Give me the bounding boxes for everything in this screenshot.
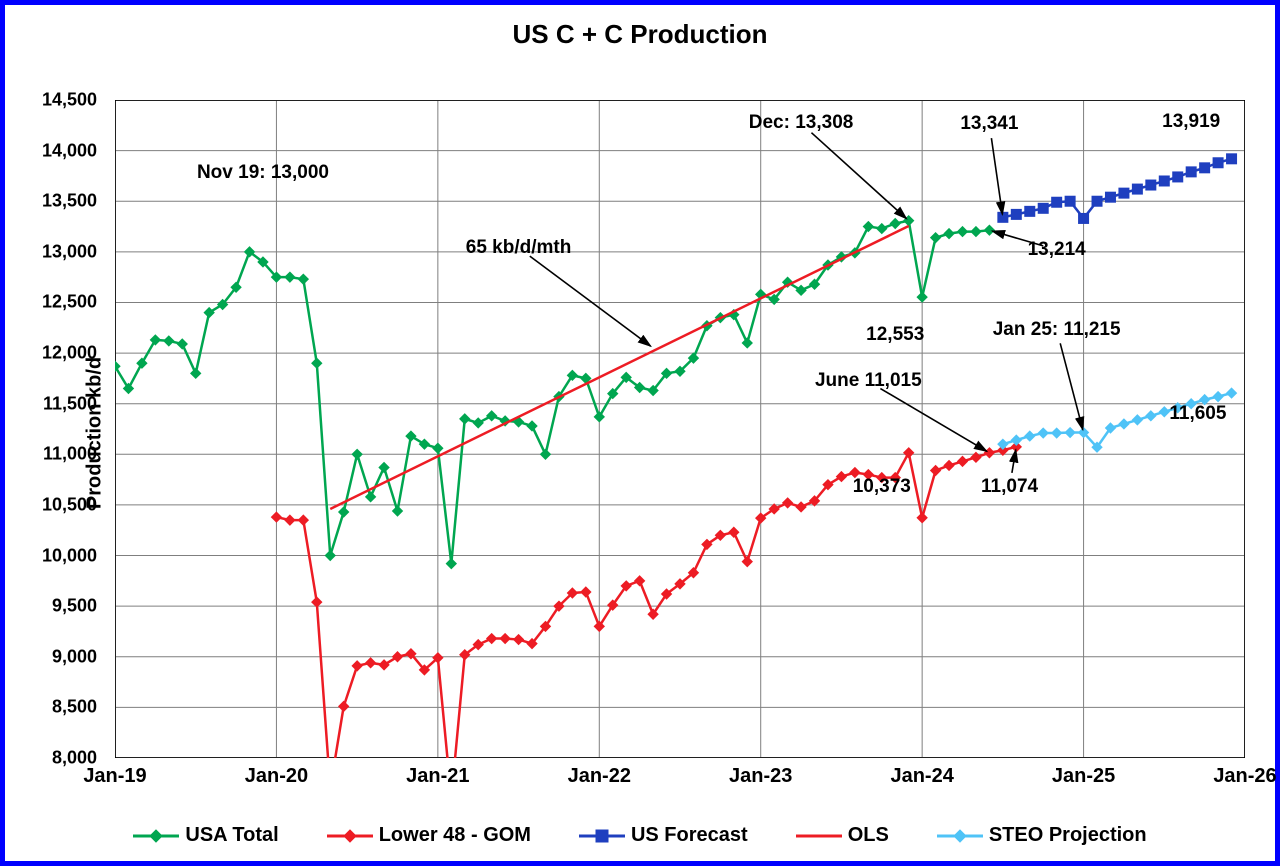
x-tick-label: Jan-25 [1052, 765, 1115, 788]
x-tick-label: Jan-20 [245, 765, 308, 788]
y-tick-label: 11,000 [43, 444, 97, 465]
y-tick-label: 14,000 [42, 140, 97, 161]
legend-item: USA Total [133, 824, 278, 847]
legend-item: STEO Projection [937, 824, 1147, 847]
x-tick-label: Jan-22 [568, 765, 631, 788]
x-tick-label: Jan-26 [1213, 765, 1276, 788]
y-tick-label: 8,500 [52, 697, 97, 718]
annotation-label: Dec: 13,308 [749, 112, 854, 134]
annotation-label: 13,919 [1162, 111, 1220, 133]
annotation-label: Jan 25: 11,215 [993, 319, 1121, 341]
y-axis-label: Production kb/d [84, 357, 107, 509]
x-tick-label: Jan-24 [890, 765, 953, 788]
y-tick-label: 13,500 [42, 191, 97, 212]
plot-svg [115, 100, 1245, 758]
legend-swatch [327, 827, 373, 845]
annotation-label: June 11,015 [815, 370, 922, 392]
chart-frame: US C + C Production Production kb/d 8,00… [0, 0, 1280, 866]
y-tick-label: 12,500 [42, 292, 97, 313]
legend-item: OLS [796, 824, 889, 847]
annotation-label: 11,605 [1169, 403, 1226, 425]
legend: USA Total Lower 48 - GOM US Forecast OLS STE… [5, 824, 1275, 847]
chart-title: US C + C Production [5, 19, 1275, 50]
annotation-label: 10,373 [853, 476, 911, 498]
y-tick-label: 9,500 [52, 596, 97, 617]
legend-label: OLS [848, 824, 889, 847]
legend-swatch [937, 827, 983, 845]
annotation-label: Nov 19: 13,000 [197, 162, 329, 184]
y-tick-label: 14,500 [42, 90, 97, 111]
y-tick-label: 13,000 [42, 241, 97, 262]
y-tick-label: 12,000 [42, 343, 97, 364]
legend-label: US Forecast [631, 824, 748, 847]
legend-swatch [579, 827, 625, 845]
annotation-label: 11,074 [981, 476, 1038, 498]
legend-item: US Forecast [579, 824, 748, 847]
x-tick-label: Jan-21 [406, 765, 469, 788]
legend-swatch [796, 827, 842, 845]
legend-label: STEO Projection [989, 824, 1147, 847]
x-tick-label: Jan-19 [83, 765, 146, 788]
plot-area [115, 100, 1245, 758]
annotation-label: 13,341 [960, 113, 1018, 135]
y-tick-label: 10,000 [42, 545, 97, 566]
annotation-label: 13,214 [1028, 239, 1086, 261]
x-tick-label: Jan-23 [729, 765, 792, 788]
legend-label: USA Total [185, 824, 278, 847]
y-tick-label: 9,000 [52, 646, 97, 667]
legend-swatch [133, 827, 179, 845]
legend-label: Lower 48 - GOM [379, 824, 531, 847]
y-tick-label: 11,500 [43, 393, 97, 414]
annotation-label: 12,553 [866, 324, 924, 346]
y-tick-label: 10,500 [42, 494, 97, 515]
annotation-label: 65 kb/d/mth [466, 237, 572, 259]
legend-item: Lower 48 - GOM [327, 824, 531, 847]
